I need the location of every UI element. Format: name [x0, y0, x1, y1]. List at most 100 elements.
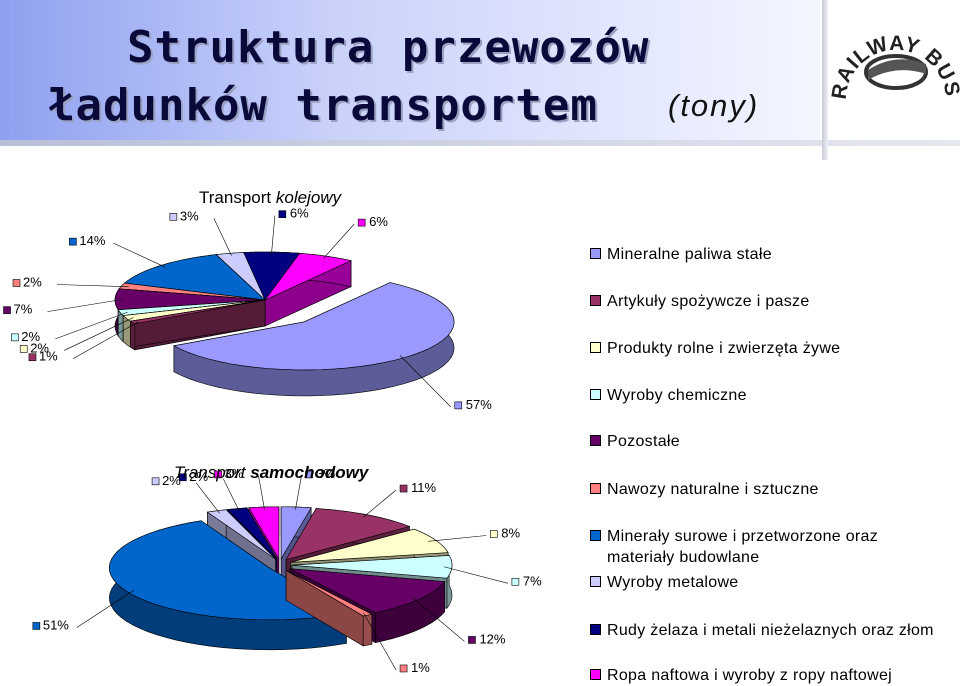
- pie-chart-0: 57%1%2%2%7%2%14%3% 6%6%: [3, 206, 492, 412]
- pie-label-swatch: [19, 345, 28, 353]
- pie-data-label: 2%: [23, 275, 42, 290]
- pie-label-swatch: [399, 664, 408, 673]
- pie-slice: [264, 252, 352, 327]
- pie-label-swatch: [214, 470, 222, 479]
- legend-label: Ropa naftowa i wyroby z ropy naftowej: [607, 667, 893, 684]
- pie-label-swatch: [169, 212, 178, 221]
- pie-data-label: 1%: [411, 660, 430, 675]
- pie-data-label: 2%: [21, 329, 40, 344]
- pie-leader-line: [223, 478, 240, 512]
- pie-label-swatch: [490, 530, 498, 538]
- pie-label-swatch: [468, 636, 476, 644]
- pie-slice-top: [123, 254, 266, 301]
- header-banner: [0, 0, 820, 140]
- legend-swatch: [590, 248, 601, 259]
- legend-swatch: [590, 389, 601, 400]
- pie-slice-top: [291, 555, 453, 579]
- pie-slice-top: [118, 282, 266, 301]
- pie-slice-top: [285, 570, 373, 617]
- pie-leader-line: [213, 218, 232, 256]
- pie-label-swatch: [357, 218, 366, 227]
- logo-shadow: [822, 0, 828, 160]
- pie-data-label: 6%: [369, 214, 388, 229]
- pie-data-label: 8%: [501, 525, 520, 540]
- pie-data-label: 7%: [14, 302, 33, 317]
- pie-data-label: 3%: [316, 466, 335, 481]
- legend-label: Wyroby metalowe: [607, 574, 739, 591]
- legend-swatch: [590, 483, 601, 494]
- pie-slice-top: [285, 508, 411, 561]
- legend-swatch: [590, 669, 601, 680]
- pie-slice: [173, 282, 455, 397]
- pie-slice-top: [129, 299, 266, 325]
- pie-leader-line: [55, 311, 128, 340]
- pie-label-swatch: [11, 333, 19, 342]
- pie-data-label: 2%: [162, 473, 181, 488]
- pie-label-swatch: [28, 353, 37, 362]
- pie-leader-line: [412, 597, 465, 642]
- header-divider: [0, 140, 960, 146]
- pie-leader-line: [72, 321, 140, 360]
- pie-slice-side: [362, 613, 373, 647]
- legend-swatch: [590, 624, 601, 635]
- pie-leader-line: [47, 299, 123, 312]
- pie-label-swatch: [178, 473, 187, 482]
- pie-leader-line: [428, 535, 487, 542]
- pie-slice-top: [215, 252, 266, 301]
- pie-label-swatch: [278, 210, 287, 218]
- chart-title-road-emph: samochodowy: [250, 463, 369, 482]
- pie-leader-line: [295, 475, 302, 510]
- pie-leader-line: [195, 482, 220, 514]
- pie-label-swatch: [3, 306, 11, 314]
- pie-leader-line: [363, 489, 397, 518]
- pie-label-swatch: [454, 401, 463, 410]
- pie-data-label: 2%: [30, 340, 49, 355]
- page-title-unit: (tony): [668, 88, 760, 123]
- pie-leader-line: [271, 215, 276, 255]
- legend-swatch: [590, 530, 601, 541]
- pie-data-label: 11%: [411, 480, 436, 495]
- pie-data-label: 6%: [290, 206, 309, 221]
- pie-label-swatch: [305, 470, 313, 479]
- pie-leader-line: [363, 612, 397, 671]
- pie-slice-top: [289, 568, 446, 613]
- legend-label: Produkty rolne i zwierzęta żywe: [607, 340, 841, 357]
- page-title-line2: ładunków transportem: [48, 80, 598, 131]
- pie-label-swatch: [32, 622, 41, 630]
- legend-swatch: [590, 295, 601, 306]
- pie-slice-top: [114, 288, 266, 311]
- legend-swatch: [590, 435, 601, 446]
- pie-label-swatch: [511, 577, 520, 586]
- chart-title-road: Transport samochodowy: [174, 463, 368, 483]
- pie-data-label: 14%: [79, 233, 105, 248]
- chart-title-road-prefix: Transport: [174, 463, 246, 482]
- pie-slice-top: [173, 282, 455, 371]
- pie-slice-top: [290, 528, 449, 563]
- railway-business-forum-logo: RAILWAY BUSINESS FORUM: [819, 0, 960, 140]
- legend-label: Artykuły spożywcze i pasze: [607, 293, 810, 310]
- pie-leader-line: [56, 284, 129, 287]
- pie-slice: [129, 299, 266, 351]
- pie-leader-line: [258, 475, 265, 510]
- legend-label: Wyroby chemiczne: [607, 387, 747, 404]
- pie-slice: [285, 569, 373, 647]
- pie-data-label: 3%: [225, 466, 244, 481]
- pie-data-label: 7%: [523, 573, 542, 588]
- pie-leader-line: [323, 223, 355, 259]
- pie-label-swatch: [69, 237, 77, 246]
- legend-swatch: [590, 342, 601, 353]
- pie-leader-line: [399, 355, 451, 408]
- chart-title-rail: Transport kolejowy: [199, 188, 341, 208]
- pie-label-swatch: [151, 477, 160, 486]
- pie-data-label: 2%: [189, 469, 208, 484]
- legend-label: Pozostałe: [607, 433, 680, 450]
- pie-leader-line: [113, 242, 166, 268]
- pie-label-swatch: [399, 484, 408, 493]
- pie-leader-line: [64, 317, 134, 351]
- pie-data-label: 3%: [180, 208, 199, 223]
- pie-slice-top: [206, 509, 276, 560]
- pie-data-label: 51%: [43, 617, 69, 632]
- chart-title-rail-emph: kolejowy: [275, 188, 342, 207]
- legend-label: Mineralne paliwa stałe: [607, 246, 772, 263]
- chart-title-rail-prefix: Transport: [199, 188, 272, 207]
